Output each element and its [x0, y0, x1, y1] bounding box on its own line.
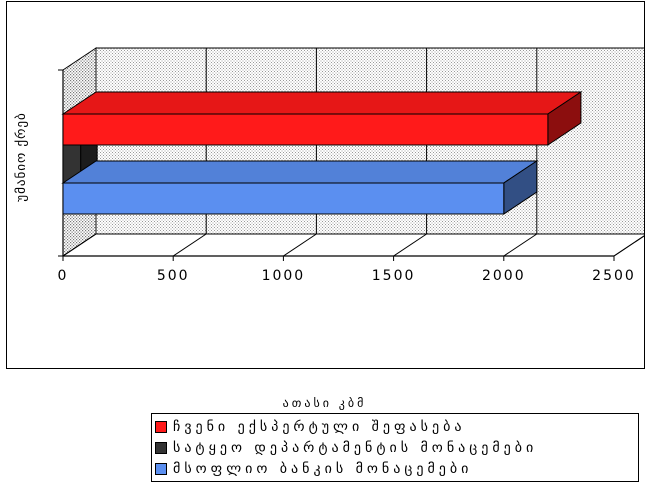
legend-label: მსოფლიო ბანკის მონაცემები: [173, 460, 473, 477]
bar-series-0: [61, 91, 583, 146]
legend-item: სატყეო დეპარტამენტის მონაცემები: [155, 437, 638, 458]
legend-item: მსოფლიო ბანკის მონაცემები: [155, 458, 638, 479]
legend-swatch: [155, 420, 167, 433]
legend-swatch: [155, 462, 167, 475]
floor-gridline: [172, 233, 207, 257]
legend-label: ჩვენი ექსპერტული შეფასება: [173, 418, 466, 435]
legend: ჩვენი ექსპერტული შეფასება სატყეო დეპარტამ…: [151, 413, 639, 482]
floor-gridline: [62, 233, 97, 257]
x-tick-label: 1000: [262, 268, 306, 284]
floor-gridline: [503, 233, 538, 257]
floor-gridline: [393, 233, 427, 257]
x-tick-label: 2000: [482, 268, 526, 284]
x-tick-label: 2500: [592, 268, 636, 284]
legend-swatch: [155, 441, 167, 454]
x-tick-label: 0: [58, 268, 69, 284]
floor: [61, 233, 644, 257]
floor-gridline: [283, 233, 317, 257]
x-tick-label: 1500: [372, 268, 416, 284]
chart-area: 0 500 1000 1500 2000 2500 უმანიო ქრებ: [6, 1, 645, 369]
legend-label: სატყეო დეპარტამენტის მონაცემები: [173, 439, 538, 456]
x-tick-label: 500: [157, 268, 190, 284]
y-axis-title: უმანიო ქრებ: [14, 112, 29, 201]
unit-label: ათასი კბმ: [282, 396, 367, 410]
bar-series-2-front: [61, 160, 539, 215]
bar-chart: 0 500 1000 1500 2000 2500 უმანიო ქრებ: [14, 47, 644, 284]
floor-gridline: [613, 235, 644, 257]
legend-item: ჩვენი ექსპერტული შეფასება: [155, 416, 638, 437]
